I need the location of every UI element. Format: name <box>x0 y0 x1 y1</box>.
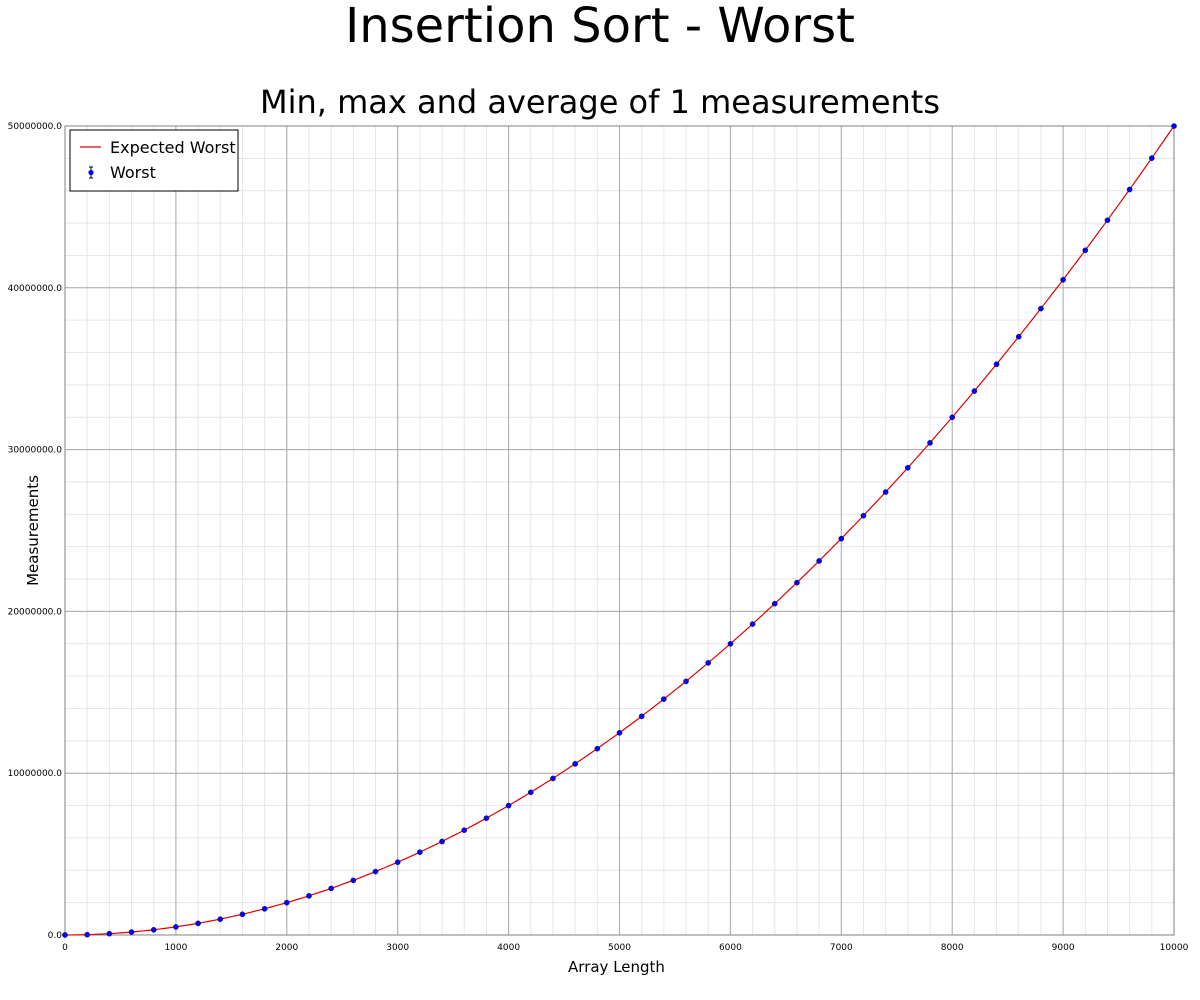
y-axis-label: Measurements <box>24 475 42 586</box>
x-tick-label: 10000 <box>1160 943 1189 953</box>
data-point <box>949 414 956 421</box>
data-point <box>417 849 423 855</box>
data-point <box>372 868 379 875</box>
data-point <box>838 535 845 542</box>
data-point <box>350 877 357 884</box>
legend-box <box>69 129 239 192</box>
data-point <box>749 621 756 627</box>
data-point <box>239 911 246 918</box>
data-point <box>616 729 623 736</box>
data-point <box>128 929 135 935</box>
data-point <box>483 815 490 822</box>
x-tick-label: 9000 <box>1052 943 1075 953</box>
data-point <box>328 885 334 892</box>
data-point <box>638 713 645 720</box>
plot-border <box>64 125 1175 936</box>
x-tick-label: 7000 <box>830 943 853 953</box>
data-point <box>1126 186 1133 193</box>
data-point <box>283 899 290 906</box>
x-tick-label: 1000 <box>164 943 187 953</box>
data-point <box>306 893 312 899</box>
data-point <box>505 802 512 809</box>
data-point <box>62 932 68 938</box>
legend-point-swatch <box>88 169 94 176</box>
series-points-worst <box>62 123 1177 938</box>
data-point <box>971 388 978 394</box>
data-point <box>794 579 800 586</box>
legend-label-worst: Worst <box>110 163 156 182</box>
data-point <box>771 600 778 607</box>
data-point <box>1060 276 1066 283</box>
data-point <box>727 641 734 647</box>
data-point <box>527 789 534 796</box>
data-point <box>106 930 113 937</box>
data-point <box>1015 333 1022 340</box>
data-point <box>816 558 822 564</box>
data-point <box>439 838 445 845</box>
data-point <box>860 512 867 519</box>
data-point <box>550 775 556 782</box>
data-point <box>661 696 667 702</box>
data-point <box>1149 155 1155 161</box>
data-point <box>882 489 889 495</box>
x-tick-label: 8000 <box>941 943 964 953</box>
legend: Expected Worst Worst <box>69 129 239 192</box>
data-point <box>261 906 268 912</box>
data-point <box>394 859 401 866</box>
data-point <box>594 745 601 752</box>
data-point <box>1038 305 1044 312</box>
x-tick-label: 0 <box>62 943 68 953</box>
data-point <box>927 440 933 446</box>
y-tick-label: 20000000.0 <box>8 607 63 617</box>
data-point <box>217 916 224 922</box>
x-tick-label: 6000 <box>719 943 742 953</box>
data-point <box>572 761 578 767</box>
y-tick-label: 0.0 <box>48 931 63 941</box>
data-point <box>150 927 157 933</box>
x-tick-label: 3000 <box>386 943 409 953</box>
x-tick-label: 2000 <box>275 943 298 953</box>
data-point <box>705 660 712 666</box>
x-tick-label: 4000 <box>497 943 520 953</box>
data-point <box>993 361 1000 368</box>
x-tick-label: 5000 <box>608 943 631 953</box>
data-point <box>173 924 179 930</box>
data-point <box>461 827 468 833</box>
chart-title: Insertion Sort - Worst <box>345 0 855 54</box>
y-tick-label: 10000000.0 <box>8 769 63 779</box>
data-point <box>905 464 911 471</box>
data-point <box>1082 247 1089 254</box>
data-point <box>195 920 201 927</box>
data-point <box>1171 123 1177 129</box>
x-axis-label: Array Length <box>568 958 665 976</box>
legend-label-expected-worst: Expected Worst <box>110 138 236 157</box>
chart-subtitle: Min, max and average of 1 measurements <box>259 83 941 121</box>
data-point <box>683 678 689 685</box>
y-tick-label: 30000000.0 <box>8 446 63 456</box>
y-tick-label: 40000000.0 <box>8 284 63 294</box>
data-point <box>1104 217 1111 224</box>
y-tick-label: 50000000.0 <box>8 122 63 132</box>
data-point <box>84 931 90 938</box>
